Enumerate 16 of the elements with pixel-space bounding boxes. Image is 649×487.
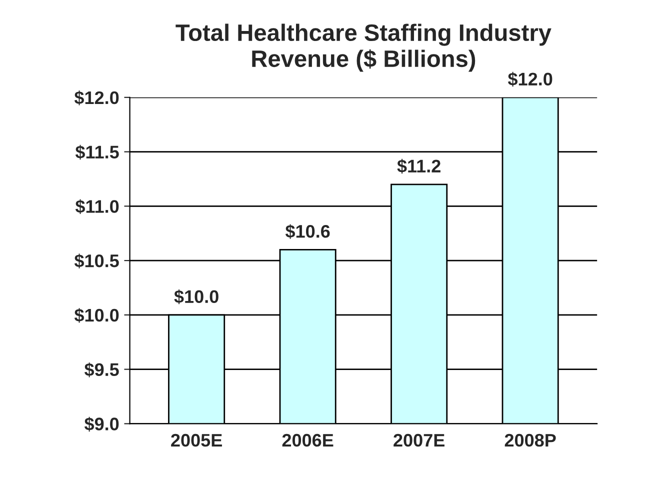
x-tick-label: 2005E [171,434,222,447]
data-label: $10.0 [174,289,218,304]
y-tick-label: $12.0 [74,90,119,106]
y-tick-label: $11.0 [75,199,119,214]
y-tick-label: $9.0 [84,416,119,432]
x-tick-label: 2007E [394,434,444,447]
chart-title: Total Healthcare Staffing Industry Revenue ($ Billions) [176,24,552,72]
y-tick-label: $10.0 [74,308,119,323]
x-tick-label: 2006E [282,434,334,447]
y-tick-label: $11.5 [75,144,119,160]
y-tick-label: $10.5 [74,254,119,268]
data-label: $11.2 [397,158,440,174]
data-label: $10.6 [285,224,330,239]
x-tick-label: 2008P [504,434,556,447]
y-tick-label: $9.5 [84,362,119,378]
data-label: $12.0 [508,72,552,87]
